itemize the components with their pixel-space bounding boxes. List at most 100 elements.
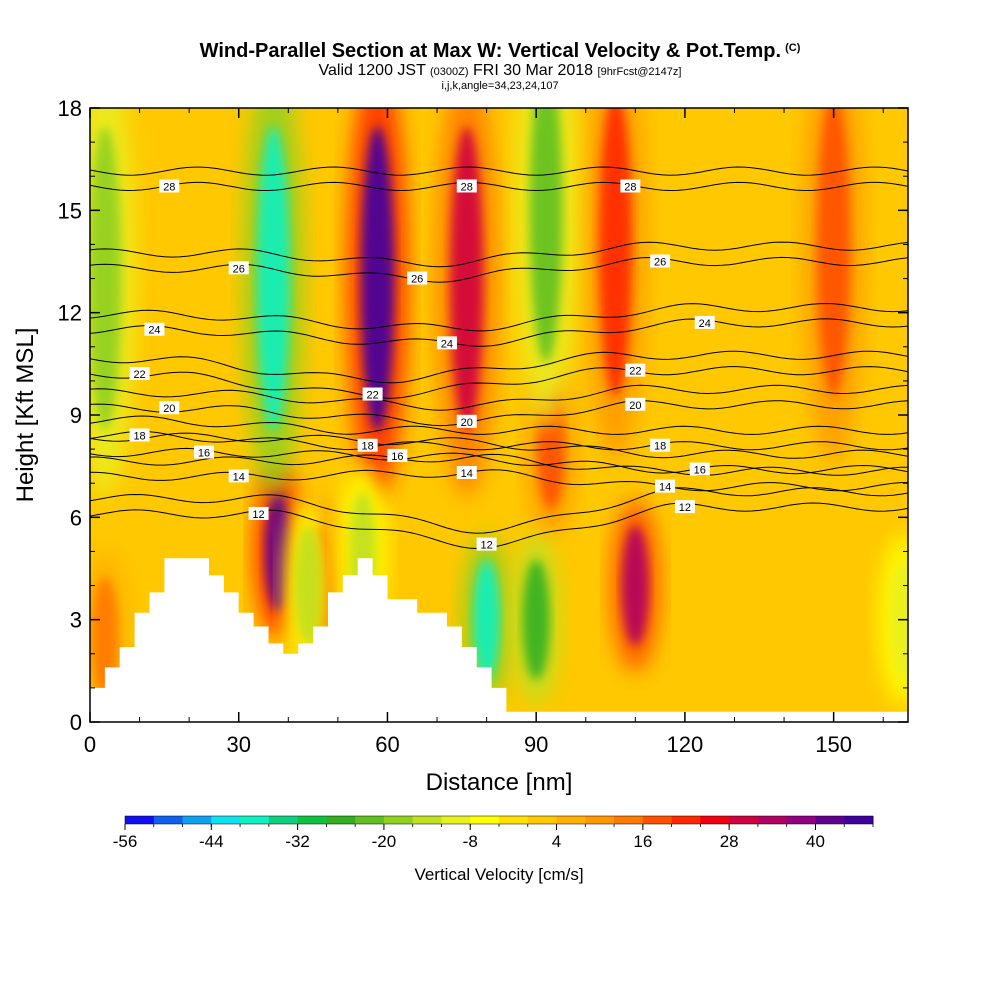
colorbar-tick-label: 4 xyxy=(552,832,561,851)
colorbar-swatch xyxy=(182,816,212,824)
theta-contour-line xyxy=(90,256,908,283)
theta-label-text: 14 xyxy=(461,468,473,480)
colorbar-tick-label: 16 xyxy=(633,832,652,851)
colorbar-swatch xyxy=(441,816,471,824)
colorbar-swatch xyxy=(556,816,586,824)
y-tick-label: 0 xyxy=(70,710,82,735)
updraft-core xyxy=(817,108,851,397)
downdraft-core xyxy=(473,559,501,680)
colorbar-swatch xyxy=(844,816,874,824)
theta-label-text: 18 xyxy=(361,441,373,453)
chart-title-text: Wind-Parallel Section at Max W: Vertical… xyxy=(199,40,782,62)
theta-label-26: 26 xyxy=(228,261,249,275)
theta-label-24: 24 xyxy=(144,322,165,337)
theta-contour-line xyxy=(90,166,908,176)
theta-label-text: 22 xyxy=(629,366,641,378)
theta-label-text: 24 xyxy=(441,338,453,350)
colorbar-tick-label: -44 xyxy=(199,832,224,851)
theta-label-bg xyxy=(655,479,676,493)
chart-title: Wind-Parallel Section at Max W: Vertical… xyxy=(0,36,1000,63)
colorbar-swatch xyxy=(268,816,299,824)
theta-label-bg xyxy=(456,414,477,428)
theta-label-16: 16 xyxy=(387,448,408,463)
theta-label-text: 18 xyxy=(654,441,666,453)
colorbar-title: Vertical Velocity [cm/s] xyxy=(414,865,583,884)
colorbar-swatch xyxy=(642,816,673,824)
y-tick-label: 15 xyxy=(58,198,82,223)
theta-label-18: 18 xyxy=(650,438,671,453)
theta-label-14: 14 xyxy=(228,469,249,483)
theta-label-bg xyxy=(650,254,671,268)
x-tick-label: 150 xyxy=(815,732,852,757)
theta-contour-line xyxy=(90,400,908,427)
colorbar-swatch xyxy=(757,816,788,824)
theta-contour-line xyxy=(90,181,908,192)
theta-label-bg xyxy=(248,506,269,520)
theta-contour-line xyxy=(90,366,908,399)
colorbar-swatch xyxy=(700,816,730,824)
theta-label-text: 14 xyxy=(659,482,671,494)
updraft-core xyxy=(361,126,395,431)
theta-contour-line xyxy=(90,453,908,476)
theta-contour-line xyxy=(90,384,908,411)
theta-label-bg xyxy=(620,179,641,193)
y-tick-label: 3 xyxy=(70,608,82,633)
colorbar-swatch xyxy=(326,816,356,824)
theta-contour-line xyxy=(90,469,908,492)
colorbar-swatch xyxy=(815,816,845,824)
theta-label-text: 16 xyxy=(694,465,706,477)
forecast-info: [9hrFcst@2147z] xyxy=(597,66,682,78)
theta-label-28: 28 xyxy=(456,179,477,193)
theta-label-text: 16 xyxy=(198,448,210,460)
x-tick-label: 0 xyxy=(84,732,96,757)
theta-contour-line xyxy=(90,302,908,332)
colorbar-tick-label: 28 xyxy=(720,832,739,851)
colorbar-swatch xyxy=(614,816,644,824)
theta-label-bg xyxy=(407,271,428,285)
theta-label-bg xyxy=(129,367,150,381)
theta-contours xyxy=(90,166,908,550)
theta-contour-line xyxy=(90,430,908,451)
theta-label-bg xyxy=(159,179,180,193)
theta-label-text: 18 xyxy=(133,430,145,442)
colorbar-swatch xyxy=(671,816,701,824)
theta-label-22: 22 xyxy=(625,363,646,378)
downdraft-core xyxy=(522,559,550,680)
theta-contour-line xyxy=(90,447,908,475)
colorbar-swatch xyxy=(125,816,155,824)
theta-label-bg xyxy=(456,179,477,193)
theta-contour-labels: 12 12 12 14 14 14 16 16 16 18 18 18 20 20 20 22 22 22 24 24… xyxy=(129,179,715,552)
theta-label-bg xyxy=(436,336,457,350)
theta-label-bg xyxy=(694,315,715,329)
terrain xyxy=(90,558,908,722)
theta-label-14: 14 xyxy=(655,479,676,494)
theta-label-16: 16 xyxy=(689,462,710,477)
theta-contour-line xyxy=(90,318,908,347)
axes: 0 30 60 90 120 150 0 3 6 9 12 15 18 xyxy=(58,96,908,757)
colorbar-swatch xyxy=(355,816,385,824)
y-tick-label: 9 xyxy=(70,403,82,428)
theta-label-18: 18 xyxy=(129,428,150,442)
theta-label-28: 28 xyxy=(620,179,641,193)
downdraft-core xyxy=(90,126,122,431)
theta-contour-line xyxy=(90,432,908,459)
colorbar-tick-label: -56 xyxy=(113,832,138,851)
theta-label-14: 14 xyxy=(456,465,477,480)
theta-label-text: 26 xyxy=(411,274,423,286)
colorbar-tick-label: 40 xyxy=(806,832,825,851)
y-tick-label: 18 xyxy=(58,96,82,121)
theta-label-20: 20 xyxy=(456,414,477,429)
valid-date: FRI 30 Mar 2018 xyxy=(473,62,594,79)
terrain-mask xyxy=(90,558,908,722)
updraft-core xyxy=(621,525,649,646)
theta-label-12: 12 xyxy=(674,500,695,514)
y-tick-label: 12 xyxy=(58,301,82,326)
theta-contour-line xyxy=(90,350,908,384)
theta-label-text: 20 xyxy=(163,403,175,415)
valid-time: Valid 1200 JST xyxy=(318,62,426,79)
theta-contour-line xyxy=(90,415,908,435)
grid-indices: i,j,k,angle=34,23,24,107 xyxy=(441,80,559,92)
theta-label-bg xyxy=(625,363,646,377)
theta-label-bg xyxy=(674,500,695,514)
y-tick-label: 6 xyxy=(70,505,82,530)
